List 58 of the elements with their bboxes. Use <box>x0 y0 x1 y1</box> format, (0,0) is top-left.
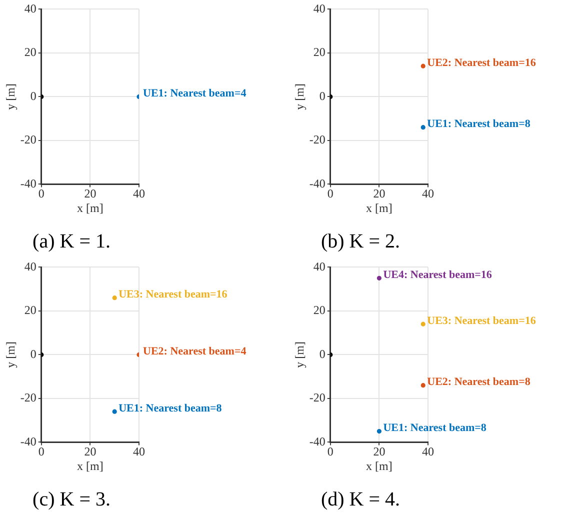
x-tick-label: 40 <box>133 444 145 459</box>
y-tick-label: -20 <box>20 132 36 147</box>
point <box>376 428 382 434</box>
point <box>420 64 426 68</box>
series-label: UE1: Nearest beam=8 <box>427 118 531 130</box>
y-axis-title: y [m] <box>292 84 306 110</box>
y-tick-label: 20 <box>313 303 326 318</box>
series-label: UE3: Nearest beam=16 <box>118 288 228 301</box>
point <box>112 296 117 300</box>
x-tick-label: 20 <box>84 444 96 459</box>
y-axis-title: y [m] <box>3 342 18 368</box>
y-tick-label: 40 <box>313 1 326 16</box>
x-tick-label: 40 <box>422 444 434 459</box>
point <box>420 383 426 388</box>
x-tick-label: 20 <box>373 186 386 201</box>
y-tick-label: 0 <box>30 88 36 103</box>
y-tick-label: 40 <box>313 259 326 274</box>
x-axis-title: x [m] <box>366 458 392 473</box>
y-tick-label: 0 <box>30 346 36 361</box>
series-label: UE1: Nearest beam=4 <box>143 88 247 100</box>
point <box>420 125 426 130</box>
text: (d) K = 4. <box>320 488 400 510</box>
x-tick-label: 20 <box>373 444 386 459</box>
text: (b) K = 2. <box>320 230 400 252</box>
y-tick-label: 20 <box>24 303 36 318</box>
x-axis-title: x [m] <box>77 458 104 473</box>
text: (c) K = 3. <box>32 488 110 510</box>
point <box>420 322 426 326</box>
y-axis-title: y [m] <box>3 84 18 110</box>
y-tick-label: -20 <box>309 132 326 147</box>
x-axis-title: x [m] <box>77 200 104 215</box>
y-tick-label: -40 <box>20 176 36 190</box>
series-label: UE2: Nearest beam=4 <box>143 346 247 358</box>
series-label: UE1: Nearest beam=8 <box>118 402 222 414</box>
series-label: UE3: Nearest beam=16 <box>427 314 536 327</box>
y-axis-title: y [m] <box>292 342 306 368</box>
x-tick-label: 40 <box>133 186 145 201</box>
y-tick-label: 20 <box>313 45 326 60</box>
series-label: UE4: Nearest beam=16 <box>383 268 492 281</box>
y-tick-label: -20 <box>309 390 326 405</box>
y-tick-label: 0 <box>319 346 326 361</box>
point <box>112 409 117 414</box>
x-axis-title: x [m] <box>366 200 392 215</box>
y-tick-label: -40 <box>309 176 326 190</box>
series-label: UE2: Nearest beam=8 <box>427 376 531 388</box>
y-tick-label: 0 <box>319 88 326 103</box>
y-tick-label: 40 <box>24 259 36 274</box>
text: (a) K = 1. <box>32 230 110 252</box>
x-tick-label: 40 <box>422 186 434 201</box>
point <box>376 276 382 280</box>
series-label: UE2: Nearest beam=16 <box>427 56 536 69</box>
series-label: UE1: Nearest beam=8 <box>383 422 487 434</box>
x-tick-label: 20 <box>84 186 96 201</box>
y-tick-label: 20 <box>24 45 36 60</box>
y-tick-label: -20 <box>20 390 36 405</box>
y-tick-label: -40 <box>20 434 36 448</box>
y-tick-label: -40 <box>309 434 326 448</box>
y-tick-label: 40 <box>24 1 36 16</box>
